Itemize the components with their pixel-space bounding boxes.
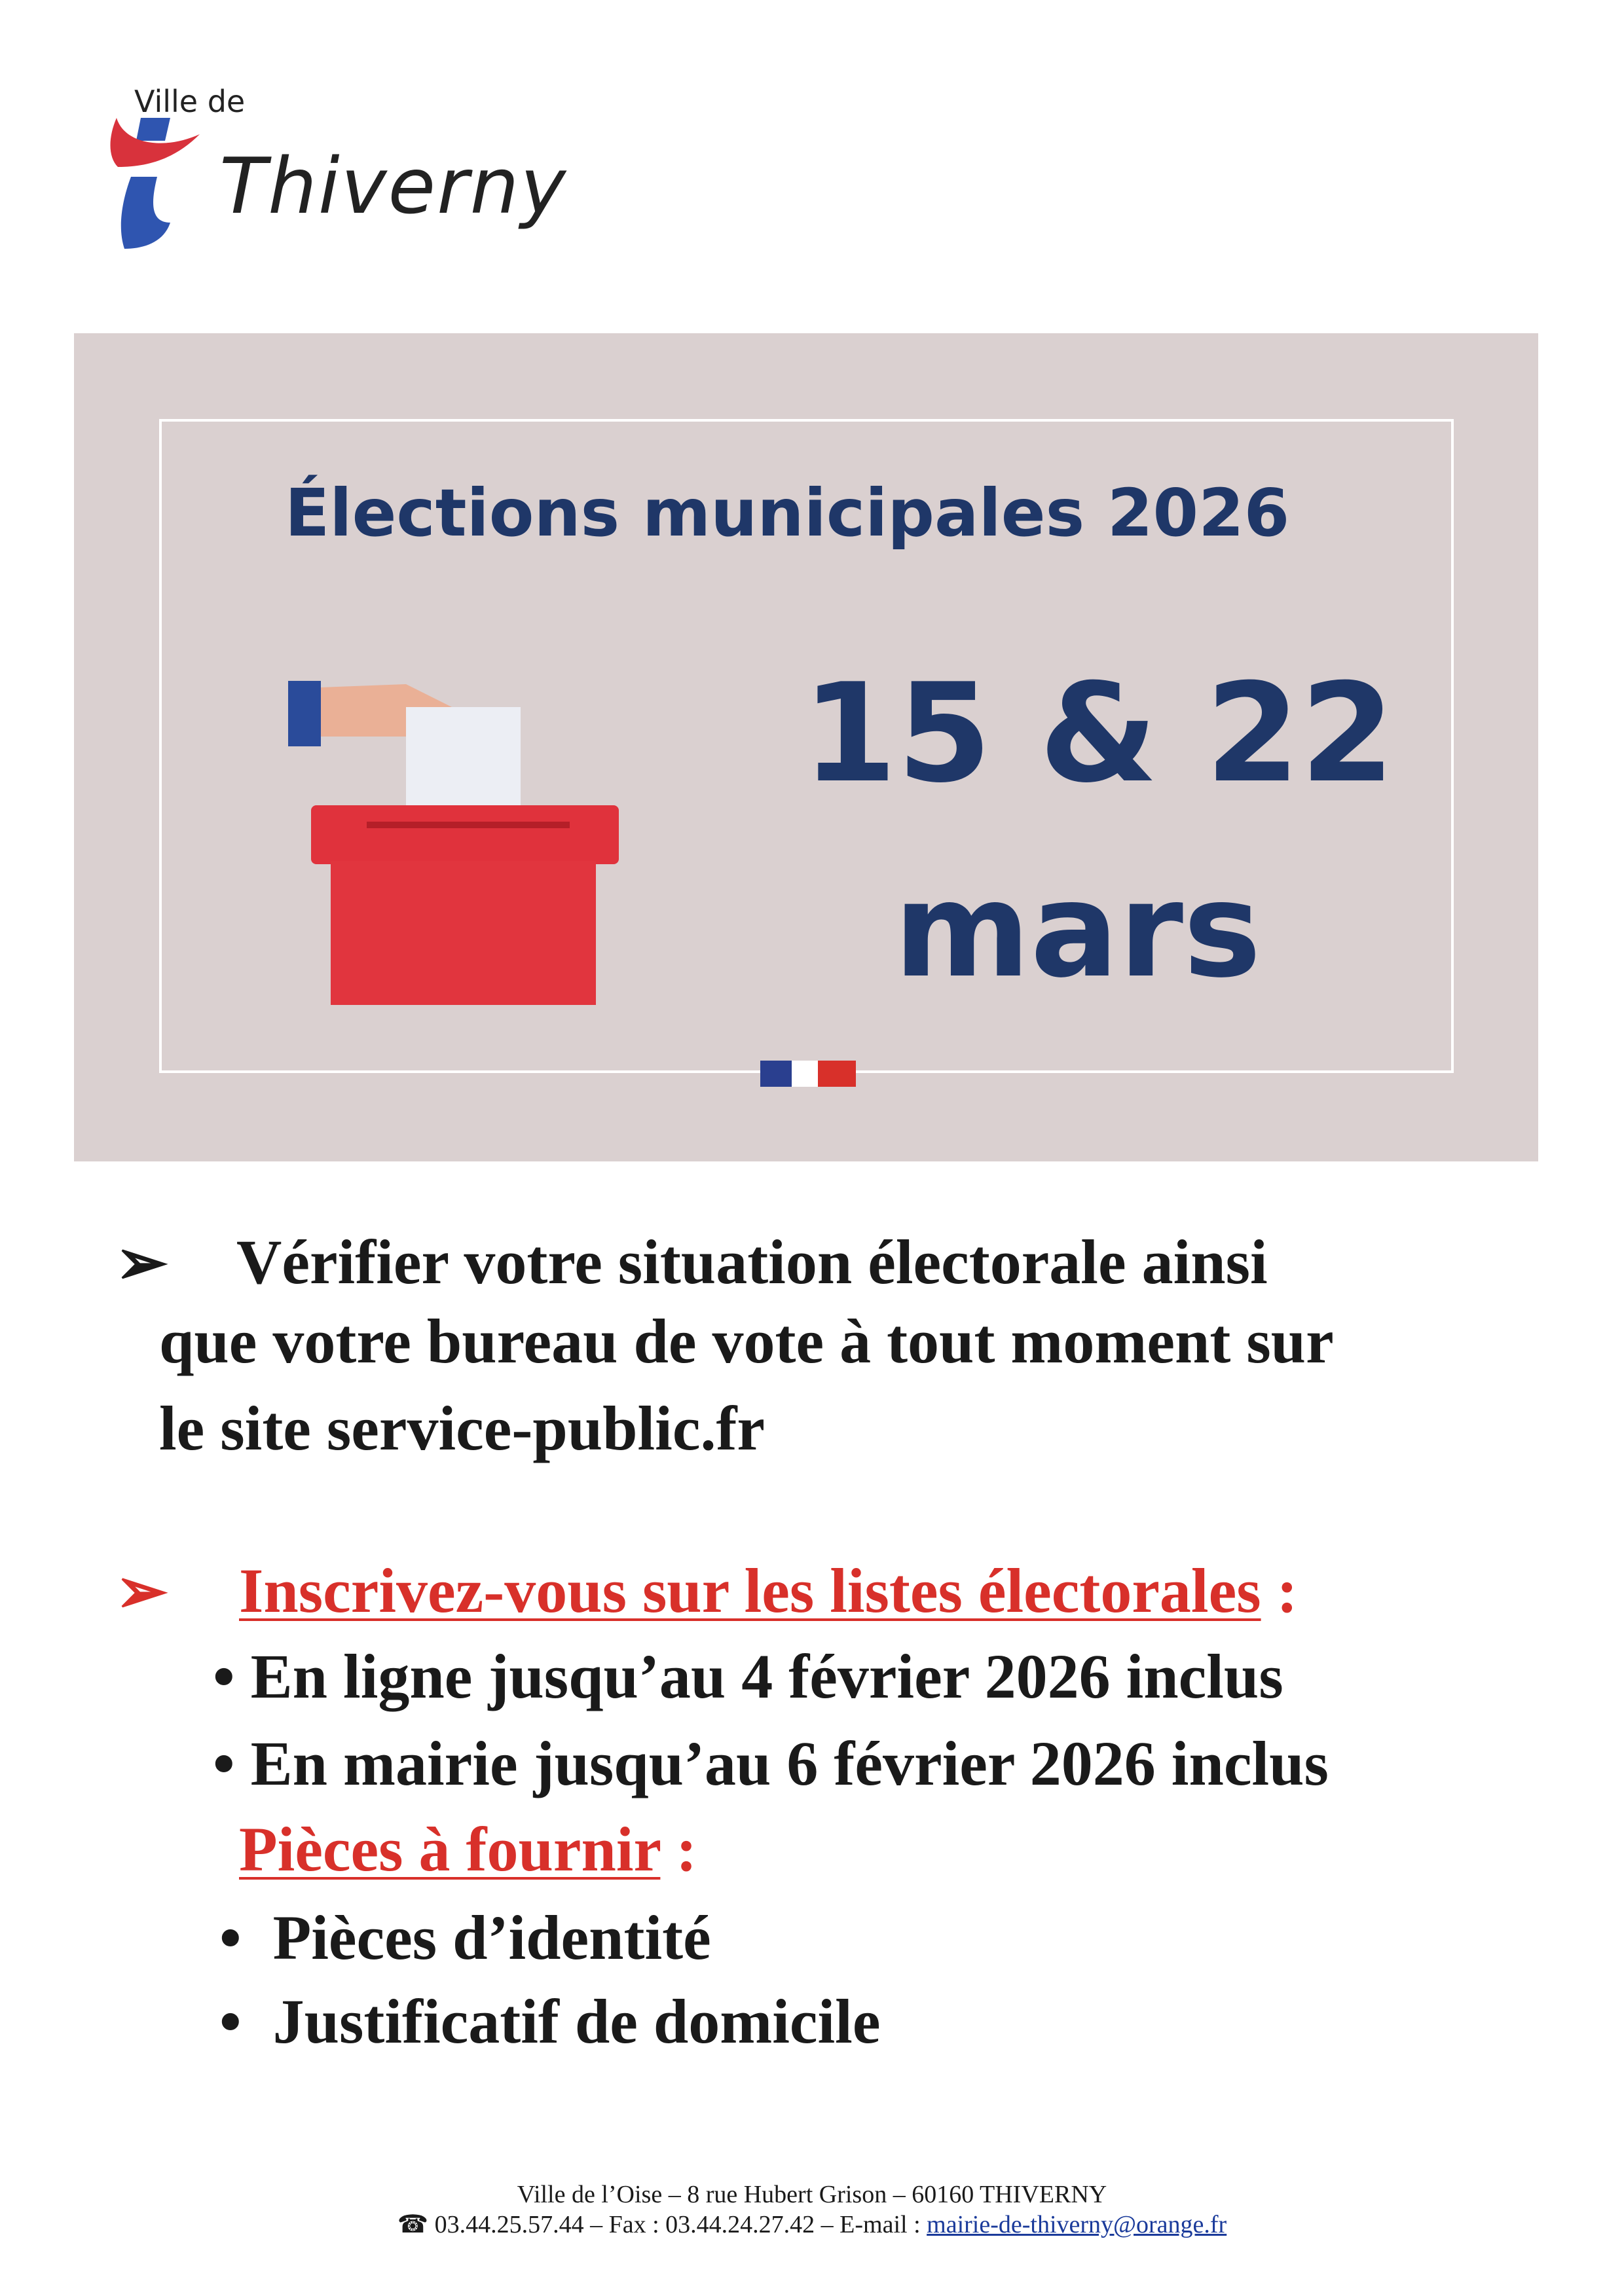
- email-link[interactable]: mairie-de-thiverny@orange.fr: [927, 2211, 1227, 2238]
- phone-icon: ☎: [397, 2211, 429, 2238]
- logo-prefix: Ville de: [134, 84, 246, 119]
- section1-bullet: ➢: [115, 1228, 168, 1298]
- registration-colon: :: [1261, 1556, 1298, 1626]
- election-banner: [74, 333, 1538, 1161]
- section1-line-3: le site service-public.fr: [159, 1393, 766, 1463]
- registration-heading: Inscrivez-vous sur les listes électorale…: [239, 1556, 1261, 1626]
- logo-name: Thiverny: [219, 141, 568, 231]
- contact-text: 03.44.25.57.44 – Fax : 03.44.24.27.42 – …: [434, 2211, 927, 2238]
- list-item-domicile: • Justificatif de domicile: [219, 1986, 881, 2056]
- item-text: Justificatif de domicile: [272, 1986, 881, 2056]
- item-text: Pièces d’identité: [272, 1903, 711, 1973]
- ballot-box-icon: [288, 681, 619, 1005]
- footer-contact: ☎ 03.44.25.57.44 – Fax : 03.44.24.27.42 …: [0, 2210, 1624, 2239]
- section2-bullet: ➢: [115, 1556, 168, 1626]
- section1-line-1: Vérifier votre situation électorale ains…: [236, 1227, 1268, 1297]
- french-flag-icon: [760, 1061, 856, 1087]
- item-text: En ligne jusqu’au 4 février 2026 inclus: [250, 1641, 1283, 1711]
- section1-line-2: que votre bureau de vote à tout moment s…: [159, 1306, 1334, 1376]
- footer-address: Ville de l’Oise – 8 rue Hubert Grison – …: [517, 2181, 1107, 2208]
- list-item-identity: • Pièces d’identité: [219, 1903, 711, 1973]
- list-item-online: • En ligne jusqu’au 4 février 2026 inclu…: [213, 1641, 1283, 1711]
- pieces-heading: Pièces à fournir: [239, 1814, 661, 1884]
- pieces-colon: :: [660, 1814, 697, 1884]
- banner-title: Élections municipales 2026: [285, 475, 1290, 551]
- list-item-mairie: • En mairie jusqu’au 6 février 2026 incl…: [213, 1728, 1329, 1798]
- item-text: En mairie jusqu’au 6 février 2026 inclus: [250, 1728, 1329, 1798]
- banner-dates: 15 & 22: [802, 655, 1395, 813]
- logo-mark-icon: [110, 118, 200, 249]
- banner-month: mars: [894, 854, 1262, 1007]
